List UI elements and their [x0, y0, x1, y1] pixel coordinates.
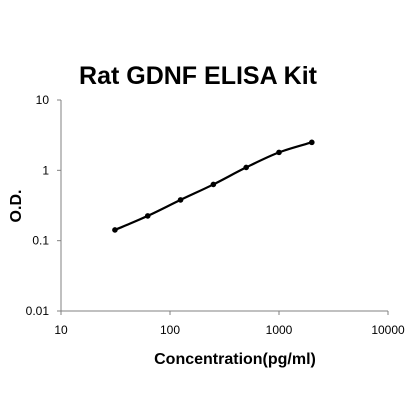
y-tick-label: 0.1 [32, 234, 49, 248]
data-point [210, 181, 217, 188]
x-tick-label: 1000 [266, 323, 293, 337]
y-tick-label: 0.01 [26, 304, 50, 318]
data-point [309, 139, 315, 146]
data-point [177, 197, 184, 203]
x-axis-label: Concentration(pg/ml) [154, 351, 316, 368]
data-point [243, 164, 249, 171]
plot-area: 0.01 0.1 1 10 10 100 1000 10000 [26, 93, 405, 337]
data-point [276, 149, 282, 156]
y-axis-label: O.D. [8, 190, 25, 223]
chart-title: Rat GDNF ELISA Kit [79, 62, 318, 90]
data-point [144, 213, 151, 219]
y-tick-label: 1 [42, 163, 49, 177]
x-tick-label: 100 [160, 323, 180, 337]
data-point [112, 227, 118, 233]
x-tick-label: 10 [54, 323, 68, 337]
y-tick-label: 10 [36, 93, 50, 107]
x-tick-label: 10000 [371, 323, 405, 337]
